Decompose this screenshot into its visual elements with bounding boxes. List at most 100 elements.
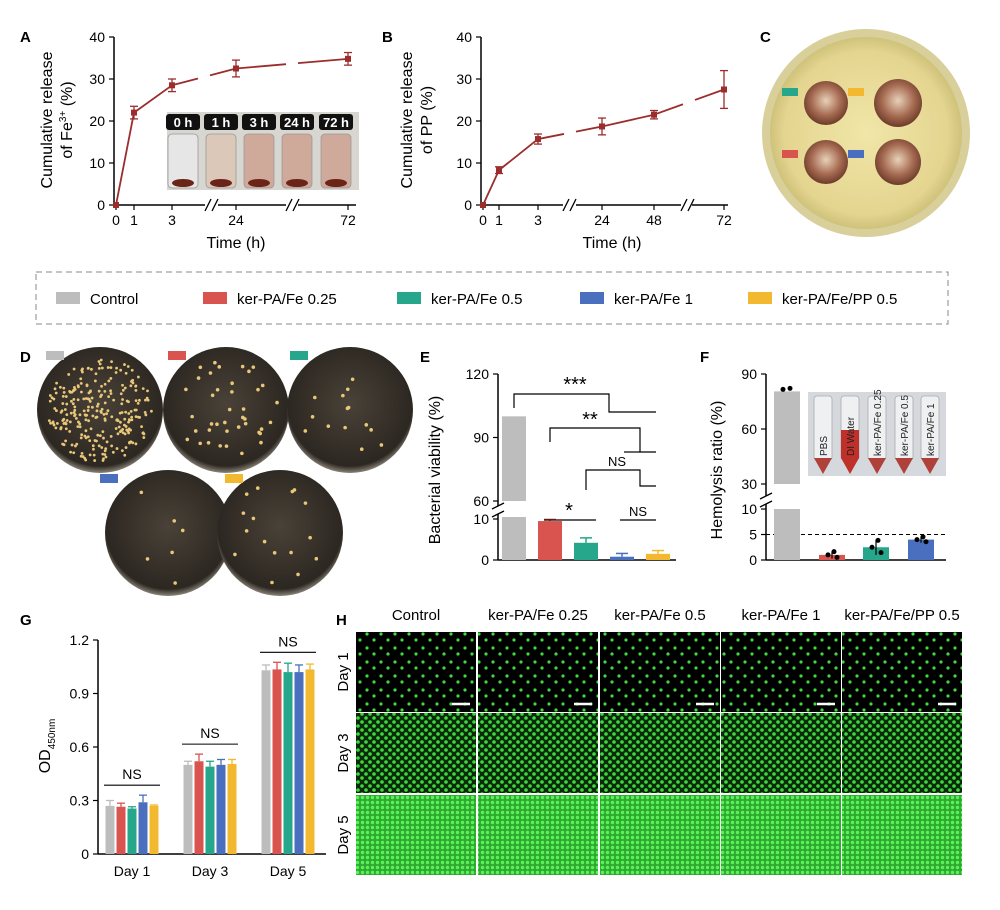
chart-a-ylabel-line2: of Fe3+ (%): [58, 81, 76, 158]
colony-dot: [224, 444, 229, 448]
legend-swatch-fepp: [748, 292, 772, 304]
chart-b-point: [535, 136, 541, 143]
colonies: [47, 358, 384, 585]
colony-dot: [350, 377, 355, 382]
chart-a-xlabel: Time (h): [207, 235, 266, 252]
colony-dot: [241, 511, 246, 515]
chart-a-xtick-label: 72: [340, 212, 356, 228]
chart-a-ytick-label: 0: [97, 197, 105, 213]
colony-dot: [74, 416, 78, 420]
inset-a-vial: [243, 133, 275, 189]
chart-g-bar: [116, 806, 126, 854]
colony-dot: [326, 424, 331, 428]
colony-dot: [100, 446, 104, 449]
colony-dot: [240, 451, 244, 456]
colony-dot: [314, 556, 319, 561]
chart-b-axis-break: [562, 198, 570, 212]
colony-dot: [53, 407, 57, 410]
chart-e-bracket: [513, 393, 656, 413]
colony-dot: [260, 383, 265, 388]
colony-dot: [121, 431, 125, 435]
chart-g-bar: [272, 669, 282, 854]
colony-dot: [86, 366, 90, 370]
chart-g-bar: [305, 669, 315, 854]
colony-dot: [62, 390, 66, 394]
colony-dot: [244, 492, 249, 496]
colony-dot: [82, 397, 86, 401]
chart-e-ytick-label: 10: [473, 511, 489, 527]
chart-e-sig-label: *: [565, 500, 573, 522]
colony-dot: [54, 391, 58, 395]
colony-dot: [345, 387, 350, 392]
colony-dot: [68, 420, 72, 424]
colony-dot: [90, 396, 94, 400]
grid-h-image: [721, 632, 841, 712]
colony-dot: [133, 408, 137, 412]
colony-dot: [89, 389, 92, 393]
chart-b-xtick-label: 3: [534, 212, 542, 228]
chart-b-series-line: [653, 103, 684, 116]
grid-h-column-label: ker-PA/Fe 0.5: [614, 607, 705, 624]
colony-dot: [54, 426, 58, 430]
dish-marker-fepp: [225, 474, 243, 483]
colony-dot: [84, 414, 88, 417]
colony-dot: [109, 392, 113, 395]
chart-a-ytick-label: 30: [89, 71, 105, 87]
sample-fepp: [874, 79, 922, 127]
inset-a-label-bg: [204, 114, 238, 130]
panel-letter-d: D: [20, 349, 31, 366]
grid-h-row-label: Day 5: [335, 815, 352, 854]
colony-dot: [121, 388, 125, 392]
legend-label-fe05: ker-PA/Fe 0.5: [431, 291, 522, 308]
chart-f-datapoint: [875, 537, 881, 543]
dish-fe1: [105, 470, 231, 596]
colony-dot: [193, 429, 198, 433]
chart-b-series-line: [482, 169, 500, 206]
colony-dot: [184, 387, 188, 392]
colony-dot: [268, 420, 273, 425]
colony-dot: [130, 380, 133, 383]
chart-b-xtick-label: 24: [594, 212, 610, 228]
colony-dot: [243, 421, 248, 426]
chart-a-ytick-label: 20: [89, 113, 105, 129]
panel-letter-h: H: [336, 612, 347, 629]
chart-f-bar: [774, 509, 800, 560]
colony-dot: [146, 389, 149, 393]
chart-f-datapoint: [878, 550, 884, 556]
inset-f-label: DI Water: [846, 416, 857, 456]
colony-dot: [120, 449, 124, 453]
colony-dot: [259, 427, 264, 431]
grid-h-column-label: ker-PA/Fe 0.25: [488, 607, 588, 624]
colony-dot: [97, 444, 101, 448]
chart-a-point: [169, 82, 175, 89]
chart-a-point: [131, 109, 137, 116]
chart-a-ylabel-line1: Cumulative release: [39, 51, 56, 188]
chart-f-ytick-label: 30: [741, 476, 757, 492]
colony-dot: [99, 358, 103, 362]
photo-d-colony-plates: [37, 347, 413, 596]
colony-dot: [209, 422, 214, 426]
colony-dot: [124, 446, 128, 449]
colony-dot: [129, 428, 132, 432]
colony-dot: [136, 415, 140, 419]
colony-dot: [230, 381, 234, 386]
colony-dot: [97, 366, 101, 370]
chart-f-hemolysis: Hemolysis ratio (%) PBS DI Water ker-PA/Fe…: [709, 366, 946, 568]
colony-dot: [92, 453, 96, 457]
colony-dot: [97, 389, 101, 393]
chart-e-ytick-label: 120: [466, 366, 490, 382]
colony-dot: [123, 453, 127, 457]
legend-label-fepp: ker-PA/Fe/PP 0.5: [782, 291, 897, 308]
colony-dot: [115, 366, 118, 370]
chart-f-datapoint: [923, 539, 929, 545]
colony-dot: [185, 437, 190, 442]
colony-dot: [123, 386, 127, 390]
colony-dot: [52, 423, 56, 427]
colony-dot: [124, 410, 128, 414]
sample-fe05: [804, 81, 848, 125]
colony-dot: [103, 401, 107, 405]
colony-dot: [121, 427, 125, 431]
grid-h-image: [478, 632, 598, 712]
colony-dot: [74, 444, 77, 448]
colony-dot: [97, 360, 101, 363]
